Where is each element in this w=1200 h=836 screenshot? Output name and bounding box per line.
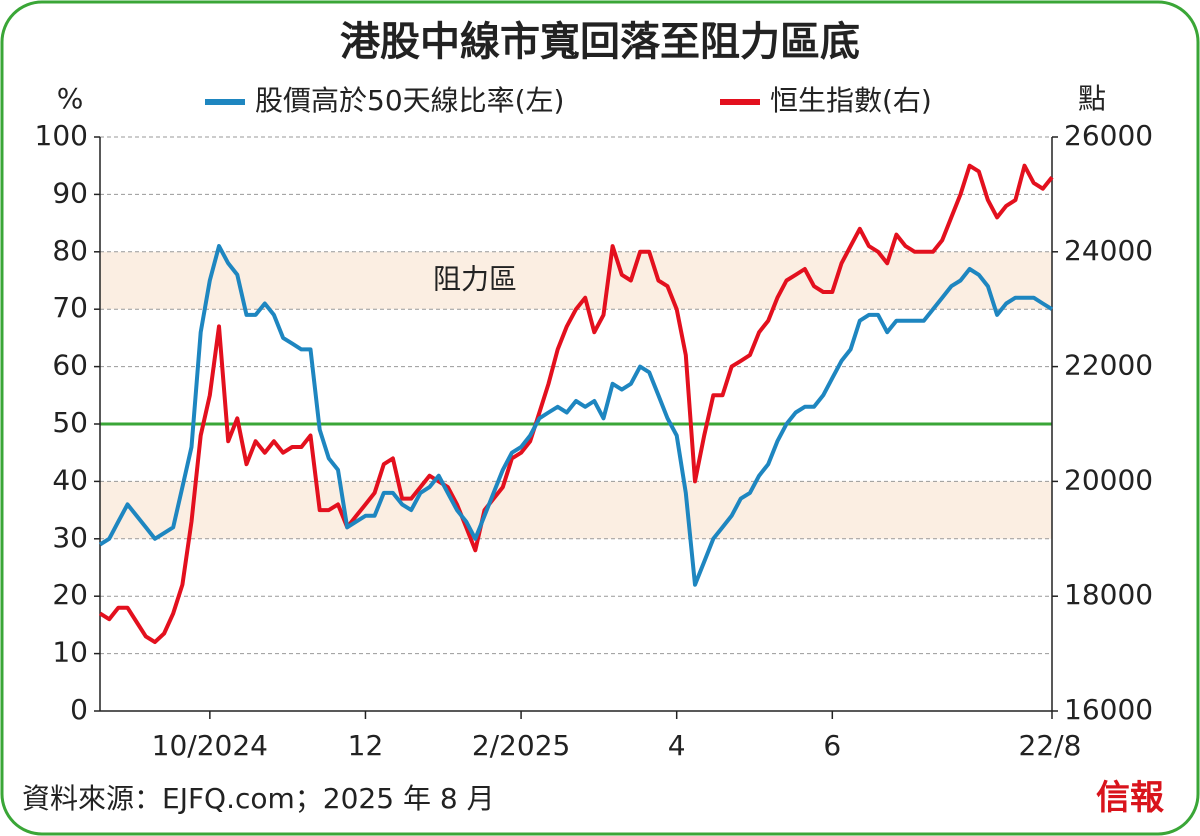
series-line (98, 244, 1054, 587)
x-tick-label: 6 (823, 729, 841, 762)
y2-tick-label: 24000 (1064, 234, 1153, 267)
y-tick-label: 60 (52, 349, 88, 382)
y2-tick-label: 26000 (1064, 119, 1153, 152)
y-tick-label: 30 (52, 521, 88, 554)
x-tick-label: 12 (348, 729, 384, 762)
x-tick-label: 10/2024 (152, 729, 268, 762)
chart-title: 港股中線市寬回落至阻力區底 (340, 19, 860, 65)
x-tick-label: 4 (668, 729, 686, 762)
y-tick-label: 40 (52, 463, 88, 496)
y-tick-label: 80 (52, 234, 88, 267)
series-line (98, 163, 1054, 645)
y2-tick-label: 18000 (1064, 578, 1153, 611)
y-tick-label: 10 (52, 636, 88, 669)
legend-label: 恒生指數(右) (770, 84, 932, 117)
y2-tick-label: 22000 (1064, 349, 1153, 382)
y-tick-label: 50 (52, 406, 88, 439)
y2-axis-label: 點 (1078, 82, 1106, 115)
y2-tick-label: 20000 (1064, 463, 1153, 496)
x-tick-label: 22/8 (1019, 729, 1082, 762)
source: 資料來源：EJFQ.com；2025 年 8 月 (22, 782, 495, 815)
y-tick-label: 20 (52, 578, 88, 611)
resistance-band (100, 481, 1052, 539)
y-tick-label: 0 (70, 693, 88, 726)
logo: 信報 (1096, 778, 1164, 818)
y-tick-label: 70 (52, 291, 88, 324)
y2-tick-label: 16000 (1064, 693, 1153, 726)
x-tick-label: 2/2025 (472, 729, 571, 762)
band-label: 阻力區 (433, 263, 517, 296)
resistance-band (100, 251, 1052, 310)
legend-label: 股價高於50天線比率(左) (255, 84, 564, 117)
y-tick-label: 100 (35, 119, 88, 152)
y-tick-label: 90 (52, 176, 88, 209)
y-axis-label: % (57, 82, 84, 115)
